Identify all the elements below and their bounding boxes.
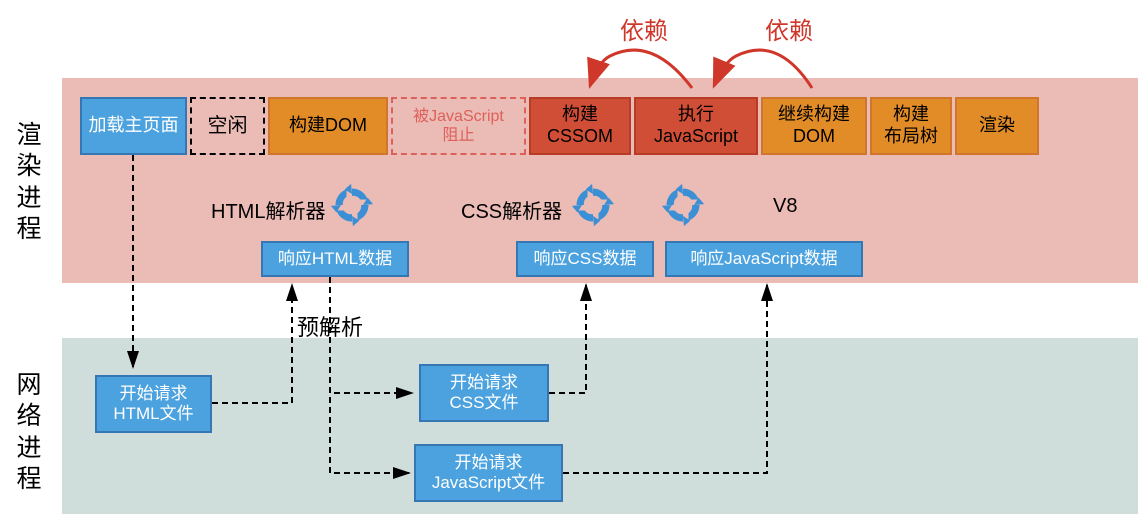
box-continue-dom: 继续构建 DOM [761,97,867,155]
label-dependency-1: 依赖 [620,11,668,46]
network-process-panel [62,338,1138,514]
box-exec-js: 执行 JavaScript [634,97,758,155]
label-v8: V8 [773,195,797,218]
label-pre-parse: 预解析 [297,310,363,342]
label-char: 网络进程 [4,370,54,495]
box-req-js: 开始请求 JavaScript文件 [414,444,563,502]
box-build-cssom: 构建 CSSOM [529,97,631,155]
box-blocked-js: 被JavaScript 阻止 [391,97,526,155]
label-css-parser: CSS解析器 [461,195,562,224]
box-req-css: 开始请求 CSS文件 [419,364,549,422]
spin-icon [330,183,374,227]
box-idle: 空闲 [190,97,265,155]
render-process-label: 渲染进程 [4,120,54,245]
label-char: 渲染进程 [4,120,54,245]
box-req-html: 开始请求 HTML文件 [95,375,212,433]
box-resp-html: 响应HTML数据 [261,241,409,277]
box-resp-js: 响应JavaScript数据 [665,241,863,277]
spin-icon [661,183,705,227]
label-dependency-2: 依赖 [765,11,813,46]
label-html-parser: HTML解析器 [211,195,325,224]
spin-icon [571,183,615,227]
network-process-label: 网络进程 [4,370,54,495]
box-render: 渲染 [955,97,1039,155]
box-build-dom: 构建DOM [268,97,388,155]
box-resp-css: 响应CSS数据 [516,241,654,277]
box-build-layout: 构建 布局树 [870,97,952,155]
box-load-main: 加载主页面 [80,97,187,155]
